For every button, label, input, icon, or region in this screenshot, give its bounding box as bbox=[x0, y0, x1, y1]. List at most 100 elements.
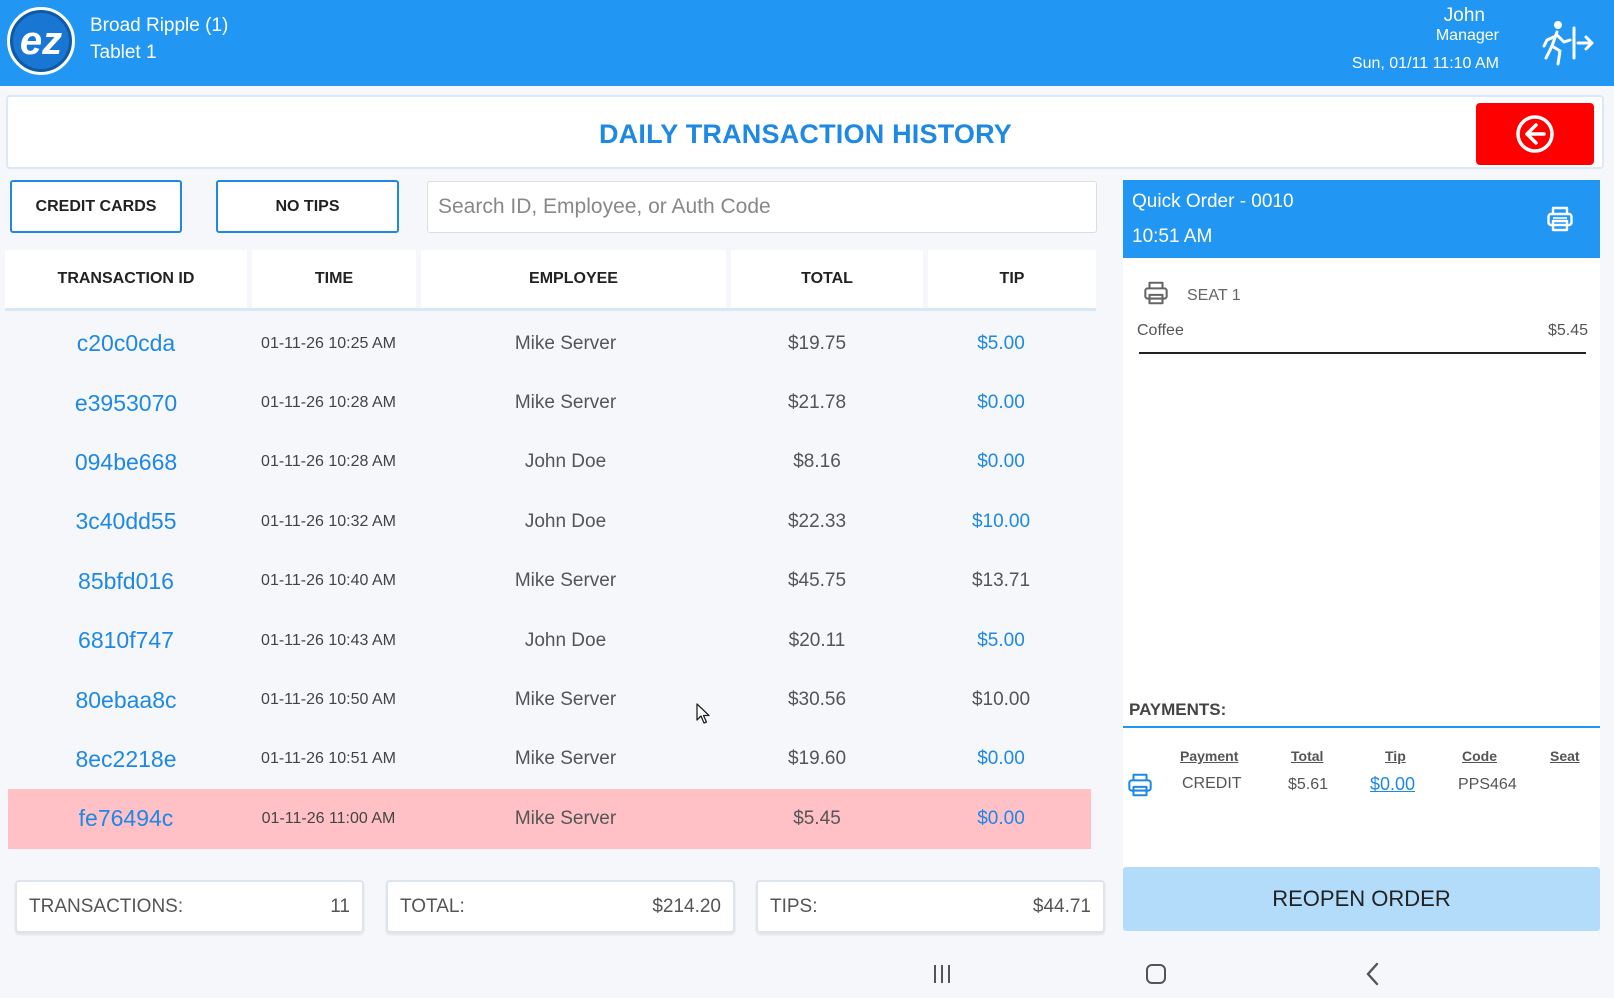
transaction-employee: John Doe bbox=[524, 510, 607, 532]
transaction-id[interactable]: 80ebaa8c bbox=[75, 686, 177, 713]
payment-total: $5.61 bbox=[1288, 776, 1329, 793]
credit-cards-button[interactable]: CREDIT CARDS bbox=[10, 180, 182, 233]
transaction-employee: Mike Server bbox=[514, 332, 617, 354]
transactions-value: 11 bbox=[330, 895, 350, 917]
col-employee[interactable]: EMPLOYEE bbox=[421, 250, 726, 308]
transaction-id[interactable]: 3c40dd55 bbox=[75, 508, 177, 535]
col-time[interactable]: TIME bbox=[252, 250, 416, 308]
transaction-id[interactable]: c20c0cda bbox=[76, 330, 176, 357]
total-value: $214.20 bbox=[652, 895, 721, 917]
payment-tip-link[interactable]: $0.00 bbox=[1370, 774, 1416, 794]
transaction-tip[interactable]: $13.71 bbox=[971, 570, 1031, 592]
title-bar: DAILY TRANSACTION HISTORY bbox=[6, 95, 1604, 169]
order-header: Quick Order - 0010 10:51 AM bbox=[1123, 180, 1600, 258]
transaction-employee: John Doe bbox=[524, 451, 607, 473]
arrow-left-circle-icon bbox=[1516, 115, 1554, 153]
table-row[interactable]: 8ec2218e 01-11-26 10:51 AM Mike Server $… bbox=[8, 730, 1091, 789]
transaction-time: 01-11-26 10:40 AM bbox=[261, 572, 396, 590]
col-total[interactable]: TOTAL bbox=[731, 250, 923, 308]
seat-label: SEAT 1 bbox=[1187, 286, 1241, 304]
transaction-total: $19.60 bbox=[787, 748, 847, 770]
col-tip[interactable]: TIP bbox=[928, 250, 1096, 308]
transaction-id[interactable]: 6810f747 bbox=[78, 627, 174, 654]
total-label: TOTAL: bbox=[400, 895, 465, 917]
user-name: John bbox=[1443, 5, 1485, 26]
payment-header-seat: Seat bbox=[1550, 748, 1580, 764]
transaction-id[interactable]: fe76494c bbox=[78, 805, 174, 832]
transaction-tip[interactable]: $10.00 bbox=[971, 510, 1031, 532]
col-transaction-id[interactable]: TRANSACTION ID bbox=[5, 250, 247, 308]
transaction-time: 01-11-26 10:32 AM bbox=[261, 512, 396, 530]
transaction-total: $45.75 bbox=[787, 570, 847, 592]
transaction-time: 01-11-26 10:28 AM bbox=[261, 394, 396, 412]
table-row[interactable]: 6810f747 01-11-26 10:43 AM John Doe $20.… bbox=[8, 611, 1091, 670]
reopen-order-button[interactable]: REOPEN ORDER bbox=[1123, 867, 1600, 931]
transaction-id[interactable]: 094be668 bbox=[74, 448, 178, 475]
order-time: 10:51 AM bbox=[1132, 226, 1213, 247]
payments-divider bbox=[1123, 726, 1600, 728]
transaction-id[interactable]: 8ec2218e bbox=[75, 745, 177, 772]
logout-icon[interactable] bbox=[1540, 18, 1594, 68]
seat-printer-icon[interactable] bbox=[1143, 280, 1169, 311]
recent-apps-icon[interactable] bbox=[912, 950, 972, 998]
payment-header-code: Code bbox=[1462, 748, 1497, 764]
search-input[interactable]: Search ID, Employee, or Auth Code bbox=[427, 181, 1097, 233]
transaction-tip[interactable]: $0.00 bbox=[977, 807, 1025, 829]
logo-text: ez bbox=[19, 18, 63, 63]
table-row[interactable]: c20c0cda 01-11-26 10:25 AM Mike Server $… bbox=[8, 314, 1091, 373]
item-price: $5.45 bbox=[1547, 322, 1588, 339]
transaction-time: 01-11-26 11:00 AM bbox=[261, 809, 396, 827]
transaction-time: 01-11-26 10:51 AM bbox=[261, 750, 396, 768]
back-nav-icon[interactable] bbox=[1343, 950, 1403, 998]
table-row[interactable]: 094be668 01-11-26 10:28 AM John Doe $8.1… bbox=[8, 433, 1091, 492]
transaction-tip[interactable]: $5.00 bbox=[977, 629, 1025, 651]
top-bar: ez Broad Ripple (1) Tablet 1 John Manage… bbox=[0, 0, 1614, 86]
transactions-count-box: TRANSACTIONS: 11 bbox=[15, 880, 364, 933]
transaction-time: 01-11-26 10:25 AM bbox=[261, 334, 396, 352]
transaction-tip[interactable]: $0.00 bbox=[977, 451, 1025, 473]
transaction-tip[interactable]: $5.00 bbox=[977, 332, 1025, 354]
table-row[interactable]: 85bfd016 01-11-26 10:40 AM Mike Server $… bbox=[8, 552, 1091, 611]
device-name: Tablet 1 bbox=[90, 42, 157, 63]
transactions-label: TRANSACTIONS: bbox=[29, 895, 184, 917]
store-info: Broad Ripple (1) Tablet 1 bbox=[90, 12, 228, 66]
transaction-id[interactable]: e3953070 bbox=[74, 389, 178, 416]
transaction-id[interactable]: 85bfd016 bbox=[78, 567, 174, 594]
order-details: SEAT 1 Coffee $5.45 PAYMENTS: Payment To… bbox=[1123, 258, 1600, 868]
seat-row: SEAT 1 bbox=[1143, 280, 1241, 311]
table-row[interactable]: 80ebaa8c 01-11-26 10:50 AM Mike Server $… bbox=[8, 670, 1091, 729]
table-header: TRANSACTION ID TIME EMPLOYEE TOTAL TIP bbox=[5, 250, 1096, 311]
transaction-employee: John Doe bbox=[524, 629, 607, 651]
payment-code: PPS464 bbox=[1458, 776, 1517, 793]
table-row[interactable]: 3c40dd55 01-11-26 10:32 AM John Doe $22.… bbox=[8, 492, 1091, 551]
transaction-time: 01-11-26 10:50 AM bbox=[261, 691, 396, 709]
total-amount-box: TOTAL: $214.20 bbox=[386, 880, 735, 933]
transaction-tip[interactable]: $0.00 bbox=[977, 748, 1025, 770]
printer-icon[interactable] bbox=[1546, 205, 1574, 233]
transaction-time: 01-11-26 10:28 AM bbox=[261, 453, 396, 471]
payment-header-total: Total bbox=[1291, 748, 1324, 764]
transaction-tip[interactable]: $10.00 bbox=[971, 689, 1031, 711]
payment-printer-icon[interactable] bbox=[1127, 772, 1153, 803]
back-button[interactable] bbox=[1476, 103, 1594, 165]
no-tips-button[interactable]: NO TIPS bbox=[216, 180, 399, 233]
ez-logo: ez bbox=[7, 7, 75, 75]
home-icon[interactable] bbox=[1126, 950, 1186, 998]
item-divider bbox=[1139, 352, 1586, 354]
payment-method: CREDIT bbox=[1182, 775, 1242, 792]
store-name: Broad Ripple (1) bbox=[90, 15, 229, 36]
item-name: Coffee bbox=[1137, 322, 1184, 339]
tips-amount-box: TIPS: $44.71 bbox=[756, 880, 1105, 933]
transaction-total: $20.11 bbox=[788, 629, 846, 651]
tips-value: $44.71 bbox=[1032, 895, 1091, 917]
transaction-total: $21.78 bbox=[787, 392, 847, 414]
order-item: Coffee $5.45 bbox=[1137, 322, 1588, 340]
transaction-tip[interactable]: $0.00 bbox=[977, 392, 1025, 414]
order-title: Quick Order - 0010 bbox=[1132, 191, 1294, 212]
transaction-total: $19.75 bbox=[787, 332, 847, 354]
transaction-total: $30.56 bbox=[787, 689, 847, 711]
user-role: Manager bbox=[1435, 27, 1499, 44]
table-row[interactable]: e3953070 01-11-26 10:28 AM Mike Server $… bbox=[8, 373, 1091, 432]
mouse-cursor-icon bbox=[696, 703, 712, 730]
table-row[interactable]: fe76494c 01-11-26 11:00 AM Mike Server $… bbox=[8, 789, 1091, 849]
